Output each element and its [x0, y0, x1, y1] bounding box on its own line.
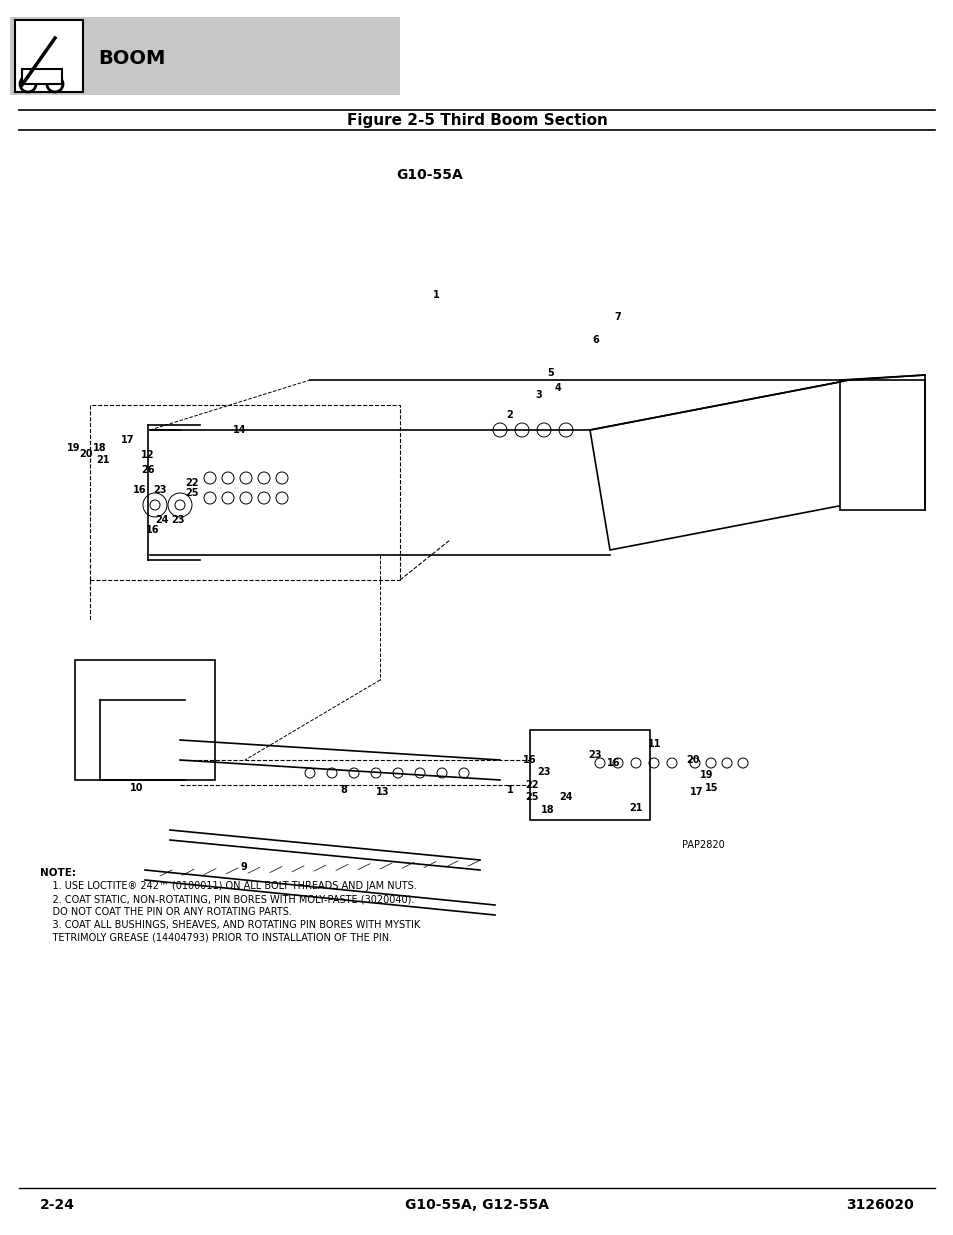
Text: 22: 22 — [525, 781, 538, 790]
Text: 20: 20 — [685, 755, 699, 764]
Text: 1. USE LOCTITE® 242™ (0100011) ON ALL BOLT THREADS AND JAM NUTS.: 1. USE LOCTITE® 242™ (0100011) ON ALL BO… — [40, 881, 416, 890]
Bar — [530, 730, 649, 820]
Text: 17: 17 — [121, 435, 134, 445]
Text: 25: 25 — [185, 488, 198, 498]
Text: 18: 18 — [93, 443, 107, 453]
Bar — [840, 380, 924, 510]
Text: Figure 2-5 Third Boom Section: Figure 2-5 Third Boom Section — [346, 112, 607, 127]
Text: 2: 2 — [506, 410, 513, 420]
Text: 3126020: 3126020 — [845, 1198, 913, 1212]
Text: 5: 5 — [547, 368, 554, 378]
Text: 18: 18 — [540, 805, 555, 815]
Text: 20: 20 — [79, 450, 92, 459]
Bar — [15, 20, 83, 91]
Text: 25: 25 — [525, 792, 538, 802]
Bar — [90, 405, 399, 580]
Text: G10-55A, G12-55A: G10-55A, G12-55A — [405, 1198, 548, 1212]
Text: 23: 23 — [153, 485, 167, 495]
Bar — [75, 659, 214, 781]
Text: 24: 24 — [155, 515, 169, 525]
Text: 16: 16 — [133, 485, 147, 495]
Text: 13: 13 — [375, 787, 390, 797]
Text: 14: 14 — [233, 425, 247, 435]
Text: BOOM: BOOM — [98, 48, 165, 68]
Bar — [10, 17, 399, 95]
Text: 7: 7 — [614, 312, 620, 322]
Text: 26: 26 — [141, 466, 154, 475]
Text: 15: 15 — [704, 783, 718, 793]
Text: 22: 22 — [185, 478, 198, 488]
Text: 10: 10 — [131, 783, 144, 793]
Text: 2-24: 2-24 — [40, 1198, 75, 1212]
Text: TETRIMOLY GREASE (14404793) PRIOR TO INSTALLATION OF THE PIN.: TETRIMOLY GREASE (14404793) PRIOR TO INS… — [40, 932, 392, 944]
Text: 12: 12 — [141, 450, 154, 459]
Text: 2. COAT STATIC, NON-ROTATING, PIN BORES WITH MOLY-PASTE (3020040).: 2. COAT STATIC, NON-ROTATING, PIN BORES … — [40, 894, 414, 904]
Text: 16: 16 — [607, 758, 620, 768]
Text: DO NOT COAT THE PIN OR ANY ROTATING PARTS.: DO NOT COAT THE PIN OR ANY ROTATING PART… — [40, 906, 292, 918]
Text: 1: 1 — [432, 290, 439, 300]
Text: 17: 17 — [690, 787, 703, 797]
Text: 4: 4 — [554, 383, 560, 393]
Text: G10-55A: G10-55A — [396, 168, 463, 182]
Text: 19: 19 — [67, 443, 81, 453]
Text: 1: 1 — [506, 785, 513, 795]
Text: 6: 6 — [592, 335, 598, 345]
Text: 11: 11 — [648, 739, 661, 748]
Text: 16: 16 — [146, 525, 159, 535]
Text: 3: 3 — [535, 390, 542, 400]
Text: 21: 21 — [96, 454, 110, 466]
Text: 9: 9 — [240, 862, 247, 872]
Text: 23: 23 — [172, 515, 185, 525]
Text: 16: 16 — [522, 755, 537, 764]
Text: NOTE:: NOTE: — [40, 868, 76, 878]
Text: 19: 19 — [700, 769, 713, 781]
Text: 24: 24 — [558, 792, 572, 802]
Bar — [22, 69, 62, 84]
Text: 21: 21 — [629, 803, 642, 813]
Text: 23: 23 — [537, 767, 550, 777]
Text: 8: 8 — [340, 785, 347, 795]
Text: PAP2820: PAP2820 — [681, 840, 724, 850]
Text: 23: 23 — [588, 750, 601, 760]
Text: 3. COAT ALL BUSHINGS, SHEAVES, AND ROTATING PIN BORES WITH MYSTIK: 3. COAT ALL BUSHINGS, SHEAVES, AND ROTAT… — [40, 920, 420, 930]
